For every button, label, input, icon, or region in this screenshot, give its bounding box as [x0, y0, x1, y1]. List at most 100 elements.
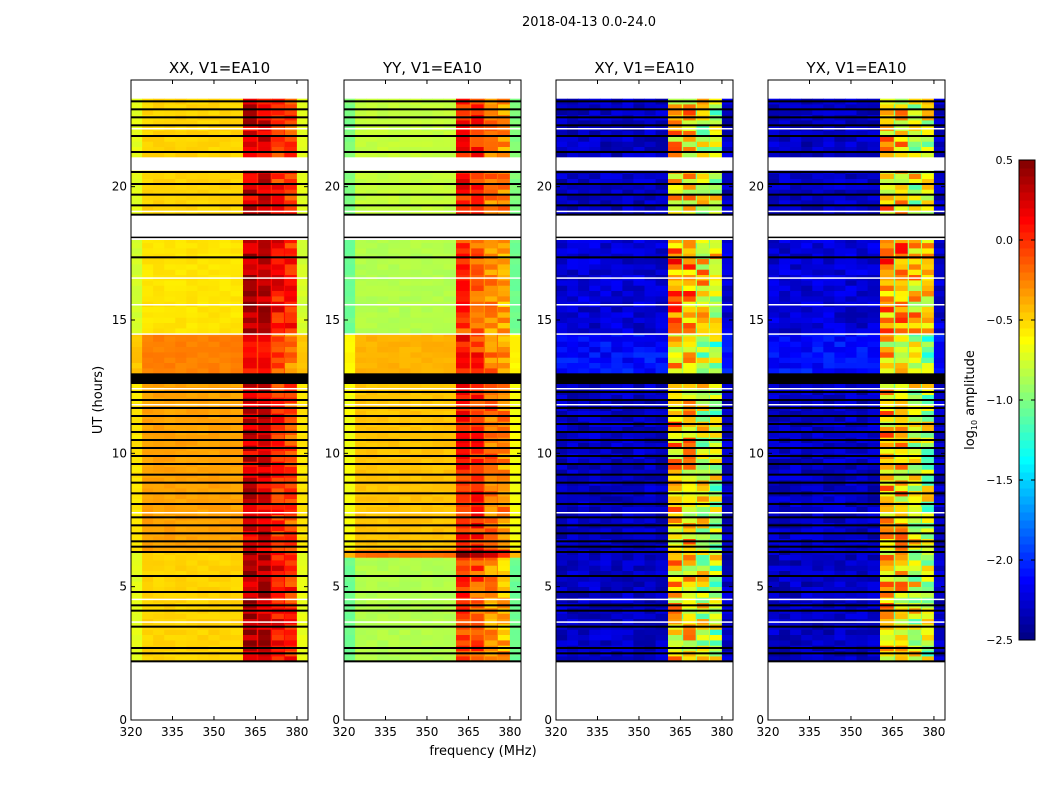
- heatmap-cell: [197, 555, 209, 561]
- heatmap-cell: [710, 555, 722, 561]
- flag-line: [344, 391, 521, 393]
- flag-line: [131, 214, 308, 216]
- heatmap-cell: [186, 347, 198, 353]
- heatmap-cell: [578, 307, 590, 313]
- flagged-gap: [131, 157, 308, 170]
- heatmap-cell: [600, 357, 612, 363]
- heatmap-cell: [297, 555, 309, 561]
- heatmap-cell: [377, 613, 389, 619]
- heatmap-cell: [197, 347, 209, 353]
- heatmap-cell: [243, 280, 257, 286]
- heatmap-cell: [220, 264, 232, 270]
- heatmap-cell: [344, 629, 356, 635]
- heatmap-cell: [633, 565, 645, 571]
- heatmap-cell: [388, 328, 400, 334]
- heatmap-cell: [668, 363, 682, 369]
- heatmap-cell: [377, 357, 389, 363]
- heatmap-cell: [258, 384, 271, 387]
- heatmap-cell: [722, 323, 734, 329]
- heatmap-cell: [231, 312, 244, 318]
- heatmap-cell: [510, 565, 522, 571]
- heatmap-cell: [243, 384, 257, 387]
- heatmap-cell: [498, 640, 510, 646]
- heatmap-cell: [208, 240, 220, 243]
- heatmap-cell: [366, 347, 378, 353]
- flag-line: [131, 124, 308, 126]
- heatmap-cell: [556, 312, 568, 318]
- heatmap-cell: [433, 141, 445, 147]
- heatmap-cell: [668, 555, 682, 561]
- heatmap-cell: [153, 328, 165, 334]
- heatmap-cell: [656, 317, 669, 323]
- heatmap-cell: [510, 173, 522, 179]
- flag-line: [344, 455, 521, 457]
- heatmap-cell: [186, 565, 198, 571]
- heatmap-cell: [131, 280, 143, 286]
- heatmap-cell: [645, 581, 657, 587]
- heatmap-cell: [285, 352, 297, 358]
- heatmap-cell: [633, 485, 645, 491]
- heatmap-cell: [410, 264, 422, 270]
- heatmap-cell: [722, 629, 734, 635]
- heatmap-cell: [366, 264, 378, 270]
- heatmap-cell: [272, 259, 284, 265]
- heatmap-cell: [175, 291, 187, 297]
- heatmap-cell: [285, 285, 297, 291]
- heatmap-cell: [208, 285, 220, 291]
- flag-line: [344, 626, 521, 628]
- white-line: [344, 621, 521, 623]
- flag-line: [131, 108, 308, 110]
- heatmap-cell: [243, 248, 257, 254]
- heatmap-cell: [366, 336, 378, 342]
- y-tick-label: 15: [325, 313, 340, 327]
- heatmap-cell: [710, 565, 722, 571]
- heatmap-cell: [355, 507, 367, 513]
- heatmap-cell: [175, 336, 187, 342]
- heatmap-cell: [498, 341, 510, 347]
- heatmap-cell: [456, 352, 470, 358]
- heatmap-cell: [611, 485, 623, 491]
- heatmap-cell: [344, 347, 356, 353]
- heatmap-cell: [668, 635, 682, 641]
- heatmap-cell: [456, 285, 470, 291]
- heatmap-cell: [377, 352, 389, 358]
- heatmap-cell: [471, 323, 484, 329]
- heatmap-cell: [197, 317, 209, 323]
- heatmap-cell: [578, 323, 590, 329]
- heatmap-cell: [710, 363, 722, 369]
- heatmap-cell: [258, 141, 271, 147]
- heatmap-cell: [164, 336, 176, 342]
- heatmap-cell: [697, 336, 709, 342]
- x-tick-label: 320: [333, 725, 356, 739]
- heatmap-cell: [510, 496, 522, 502]
- heatmap-cell: [456, 336, 470, 342]
- heatmap-cell: [589, 317, 601, 323]
- heatmap-cell: [175, 341, 187, 347]
- heatmap-cell: [366, 565, 378, 571]
- heatmap-cell: [131, 560, 143, 566]
- heatmap-cell: [175, 264, 187, 270]
- heatmap-cell: [485, 317, 497, 323]
- heatmap-cell: [433, 341, 445, 347]
- heatmap-cell: [710, 328, 722, 334]
- heatmap-cell: [220, 629, 232, 635]
- heatmap-cell: [421, 336, 433, 342]
- heatmap-cell: [399, 507, 411, 513]
- heatmap-cell: [485, 307, 497, 313]
- heatmap-cell: [272, 581, 284, 587]
- heatmap-cell: [433, 557, 445, 560]
- heatmap-cell: [197, 259, 209, 265]
- heatmap-cell: [600, 328, 612, 334]
- heatmap-cell: [578, 328, 590, 334]
- heatmap-cell: [231, 285, 244, 291]
- heatmap-cell: [510, 485, 522, 491]
- heatmap-cell: [164, 269, 176, 275]
- flag-line: [131, 151, 308, 153]
- heatmap-cell: [697, 357, 709, 363]
- white-line: [131, 512, 308, 514]
- heatmap-cell: [388, 629, 400, 635]
- heatmap-cell: [258, 264, 271, 270]
- heatmap-cell: [471, 243, 484, 249]
- heatmap-cell: [388, 336, 400, 342]
- heatmap-cell: [131, 141, 143, 147]
